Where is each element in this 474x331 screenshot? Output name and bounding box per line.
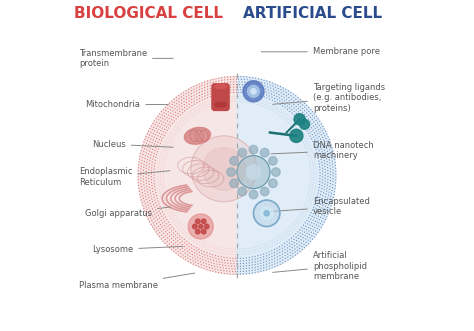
- Circle shape: [290, 129, 303, 142]
- Circle shape: [191, 136, 257, 202]
- Text: BIOLOGICAL CELL: BIOLOGICAL CELL: [73, 6, 222, 21]
- Text: Mitochondria: Mitochondria: [85, 100, 168, 109]
- Circle shape: [195, 219, 200, 224]
- Circle shape: [230, 179, 238, 188]
- Circle shape: [249, 190, 258, 199]
- Text: Lysosome: Lysosome: [92, 245, 183, 254]
- Text: Encapsulated
vesicle: Encapsulated vesicle: [271, 197, 370, 216]
- Circle shape: [230, 157, 238, 165]
- Text: DNA nanotech
machinery: DNA nanotech machinery: [271, 141, 374, 160]
- Circle shape: [246, 165, 261, 179]
- Circle shape: [247, 85, 259, 97]
- Circle shape: [238, 148, 246, 157]
- Circle shape: [251, 89, 256, 94]
- Circle shape: [227, 168, 236, 176]
- Circle shape: [199, 224, 203, 228]
- Text: Golgi apparatus: Golgi apparatus: [85, 207, 170, 218]
- Circle shape: [300, 119, 310, 129]
- Circle shape: [192, 224, 197, 229]
- Circle shape: [201, 219, 206, 224]
- Text: Membrane pore: Membrane pore: [261, 47, 380, 56]
- Circle shape: [188, 214, 213, 239]
- Circle shape: [269, 157, 277, 165]
- Circle shape: [269, 179, 277, 188]
- Polygon shape: [237, 76, 336, 274]
- Text: ARTIFICIAL CELL: ARTIFICIAL CELL: [243, 6, 383, 21]
- Circle shape: [254, 200, 280, 226]
- Circle shape: [195, 229, 200, 234]
- FancyBboxPatch shape: [212, 84, 229, 111]
- Ellipse shape: [184, 127, 210, 144]
- Circle shape: [204, 224, 209, 229]
- Circle shape: [260, 207, 273, 220]
- Circle shape: [294, 114, 305, 125]
- Polygon shape: [138, 76, 237, 274]
- Circle shape: [272, 168, 280, 176]
- Circle shape: [243, 81, 264, 102]
- Text: Artificial
phospholipid
membrane: Artificial phospholipid membrane: [273, 251, 367, 281]
- Text: Targeting ligands
(e.g. antibodies,
proteins): Targeting ligands (e.g. antibodies, prot…: [273, 83, 385, 113]
- Circle shape: [238, 187, 246, 196]
- Circle shape: [202, 147, 245, 190]
- Text: Endoplasmic
Reticulum: Endoplasmic Reticulum: [79, 167, 170, 187]
- Ellipse shape: [215, 102, 227, 107]
- Ellipse shape: [215, 84, 227, 89]
- Text: Nucleus: Nucleus: [92, 140, 173, 149]
- Circle shape: [264, 211, 269, 216]
- Circle shape: [260, 187, 269, 196]
- Circle shape: [260, 148, 269, 157]
- Circle shape: [201, 229, 206, 234]
- Text: Plasma membrane: Plasma membrane: [79, 273, 195, 290]
- Text: Transmembrane
protein: Transmembrane protein: [79, 49, 173, 68]
- Circle shape: [237, 156, 270, 189]
- Circle shape: [249, 145, 258, 154]
